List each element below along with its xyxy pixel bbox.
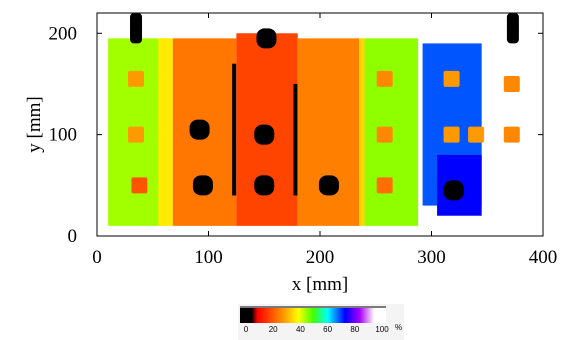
y-axis-label: y [mm] [24, 96, 45, 152]
heatmap-spot-10 [376, 126, 393, 143]
heatmap-streak-1 [293, 83, 298, 196]
x-tick-label: 400 [529, 247, 558, 268]
heatmap-region-center-orange-2 [297, 38, 360, 226]
heatmap-spot-1 [128, 126, 145, 143]
heatmap-spot-15 [468, 126, 485, 143]
colorbar: 0 20 40 60 80 100% [238, 304, 404, 340]
heatmap-spot-2 [131, 177, 148, 194]
x-axis-ticks: 0 100 200 300 400 [92, 13, 557, 268]
heatmap-region-right-yellow-strip [359, 38, 365, 226]
heatmap-spot-6 [192, 175, 213, 196]
colorbar-tick-label: 100 [375, 325, 389, 334]
heatmap-spot-17 [503, 126, 520, 143]
colorbar-tick-label: 40 [296, 325, 305, 334]
x-tick-label: 300 [417, 247, 446, 268]
colorbar-gradient [240, 308, 386, 323]
heatmap-spot-7 [254, 175, 275, 196]
heatmap-spot-4 [254, 124, 275, 145]
heatmap-spot-12 [443, 70, 460, 87]
y-tick-label: 200 [49, 23, 78, 44]
plot-area [108, 13, 520, 226]
heatmap-spot-11 [376, 177, 393, 194]
heatmap-spot-0 [128, 70, 145, 87]
x-axis-label: x [mm] [292, 274, 348, 295]
colorbar-unit: % [395, 323, 402, 332]
y-tick-label: 100 [49, 125, 78, 146]
heatmap-spot-16 [503, 75, 520, 92]
colorbar-tick-label: 80 [350, 325, 359, 334]
y-axis-ticks: 0 100 200 [49, 23, 543, 247]
heatmap-spot-3 [189, 119, 210, 140]
colorbar-tick-label: 60 [323, 325, 332, 334]
colorbar-tick-label: 20 [269, 325, 278, 334]
x-tick-label: 200 [306, 247, 335, 268]
colorbar-tick-label: 0 [244, 325, 249, 334]
y-tick-label: 0 [68, 226, 78, 247]
heatmap-streak-0 [232, 63, 237, 196]
heatmap-spot-14 [443, 180, 464, 201]
x-tick-label: 100 [194, 247, 223, 268]
heatmap-stud-0 [130, 13, 143, 44]
heatmap-region-inner-yellow-band [158, 38, 173, 226]
x-tick-label: 0 [92, 247, 102, 268]
heatmap-spot-13 [443, 126, 460, 143]
heatmap-stud-1 [506, 13, 519, 44]
heatmap-spot-9 [376, 70, 393, 87]
heatmap-spot-8 [318, 175, 339, 196]
heatmap-spot-5 [256, 28, 277, 49]
